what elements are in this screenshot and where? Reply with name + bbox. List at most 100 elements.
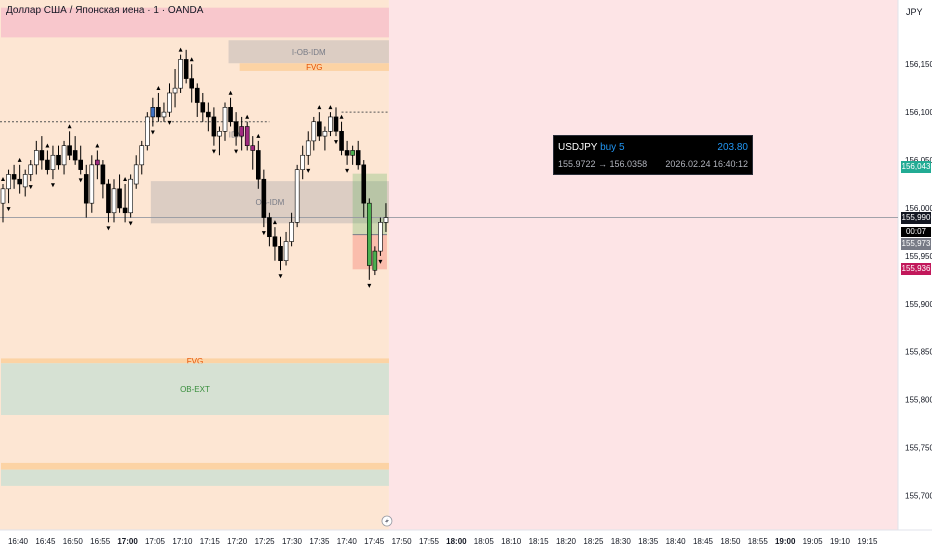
x-tick-label: 17:45 bbox=[364, 537, 385, 546]
fractal-marker bbox=[1, 177, 5, 182]
fractal-marker bbox=[306, 168, 311, 173]
fractal-marker bbox=[278, 274, 283, 279]
y-tick-label: 155,800 bbox=[905, 396, 932, 405]
candle-body bbox=[222, 107, 228, 132]
candle-body bbox=[167, 92, 172, 113]
y-tick-label: 156,150 bbox=[905, 60, 932, 69]
candle-body bbox=[67, 145, 72, 156]
candle-body bbox=[56, 154, 61, 166]
candle-body bbox=[61, 145, 67, 166]
candle-body bbox=[250, 145, 256, 151]
x-tick-label: 18:15 bbox=[529, 537, 550, 546]
candle-body bbox=[305, 140, 311, 156]
candle-body bbox=[0, 188, 6, 204]
candle-body bbox=[239, 126, 244, 137]
x-tick-label: 16:50 bbox=[63, 537, 84, 546]
x-tick-label: 16:55 bbox=[90, 537, 111, 546]
y-tick-label: 156,000 bbox=[905, 204, 932, 213]
symbol-title[interactable]: Доллар США / Японская иена · 1 · OANDA bbox=[6, 5, 204, 16]
fractal-marker bbox=[234, 149, 239, 154]
trade-symbol: USDJPY bbox=[558, 142, 598, 153]
fractal-marker bbox=[167, 120, 172, 125]
x-tick-label: 17:10 bbox=[172, 537, 193, 546]
candle-body bbox=[333, 116, 339, 132]
x-tick-label: 17:05 bbox=[145, 537, 166, 546]
candle-body bbox=[50, 154, 56, 170]
fractal-marker bbox=[178, 47, 183, 52]
zone-box bbox=[239, 63, 389, 71]
candle-body bbox=[183, 59, 189, 79]
zone-box bbox=[1, 469, 389, 486]
fractal-marker bbox=[6, 207, 11, 212]
candle-body bbox=[28, 164, 34, 175]
candle-body bbox=[150, 107, 156, 118]
candle-body bbox=[200, 102, 206, 113]
fractal-marker bbox=[317, 105, 322, 110]
zone-box bbox=[1, 7, 389, 38]
fractal-marker bbox=[50, 183, 55, 188]
x-tick-label: 17:25 bbox=[255, 537, 276, 546]
x-tick-label: 17:20 bbox=[227, 537, 248, 546]
x-tick-label: 17:40 bbox=[337, 537, 358, 546]
fractal-marker bbox=[150, 130, 155, 135]
zone-box bbox=[1, 462, 389, 470]
fractal-marker bbox=[45, 143, 50, 148]
session-background bbox=[0, 0, 389, 530]
zone-label: OB-IDM bbox=[255, 198, 284, 207]
x-tick-label: 17:35 bbox=[309, 537, 330, 546]
trade-time: 2026.02.24 16:40:12 bbox=[665, 159, 748, 169]
x-tick-label: 19:10 bbox=[830, 537, 851, 546]
x-tick-label: 18:30 bbox=[611, 537, 632, 546]
candle-body bbox=[383, 217, 389, 223]
candle-body bbox=[39, 150, 45, 161]
candle-body bbox=[206, 111, 211, 118]
fractal-marker bbox=[106, 226, 111, 231]
candle-body bbox=[133, 164, 139, 185]
zone-box bbox=[1, 358, 389, 364]
candle-body bbox=[361, 164, 367, 204]
trade-info-box[interactable]: USDJPY buy 5 203.80 155.9722 → 156.0358 … bbox=[553, 135, 753, 175]
y-tick-label: 155,950 bbox=[905, 252, 932, 261]
fractal-marker bbox=[28, 185, 33, 190]
candle-body bbox=[278, 246, 283, 261]
candle-body bbox=[189, 78, 194, 89]
trade-price-path: 155.9722 → 156.0358 bbox=[558, 159, 648, 169]
trade-value: 203.80 bbox=[717, 142, 748, 153]
y-tick-label: 156,100 bbox=[905, 108, 932, 117]
candle-body bbox=[72, 150, 78, 161]
fractal-marker bbox=[78, 178, 83, 183]
candle-body bbox=[194, 87, 200, 103]
x-tick-label: 17:30 bbox=[282, 537, 303, 546]
fractal-marker bbox=[328, 105, 333, 110]
candle-body bbox=[317, 121, 322, 137]
x-tick-label: 18:50 bbox=[720, 537, 741, 546]
y-tick-label: 155,700 bbox=[905, 491, 932, 500]
x-tick-label: 19:15 bbox=[857, 537, 878, 546]
candle-body bbox=[233, 121, 239, 137]
candle-body bbox=[322, 131, 328, 137]
fractal-marker bbox=[123, 177, 128, 182]
candle-body bbox=[267, 217, 272, 238]
candle-body bbox=[283, 241, 289, 261]
candle-body bbox=[95, 159, 100, 166]
trade-symbol-line: USDJPY buy 5 bbox=[558, 142, 625, 153]
x-tick-label: 17:50 bbox=[392, 537, 413, 546]
y-tick-label: 156,050 bbox=[905, 156, 932, 165]
candle-body bbox=[78, 159, 83, 170]
x-tick-label: 18:00 bbox=[446, 537, 467, 546]
y-tick-label: 155,750 bbox=[905, 444, 932, 453]
currency-label[interactable]: JPY bbox=[906, 7, 923, 17]
fractal-marker bbox=[211, 149, 216, 154]
x-tick-label: 18:20 bbox=[556, 537, 577, 546]
x-tick-label: 18:25 bbox=[583, 537, 604, 546]
candle-body bbox=[372, 250, 378, 271]
lightning-glyph bbox=[384, 518, 389, 524]
candle-body bbox=[17, 178, 22, 185]
fractal-marker bbox=[228, 90, 233, 95]
zone-label: FVG bbox=[187, 357, 203, 366]
candle-body bbox=[11, 174, 17, 180]
fractal-marker bbox=[334, 140, 338, 145]
fractal-marker bbox=[189, 57, 194, 62]
candle-body bbox=[255, 150, 261, 180]
